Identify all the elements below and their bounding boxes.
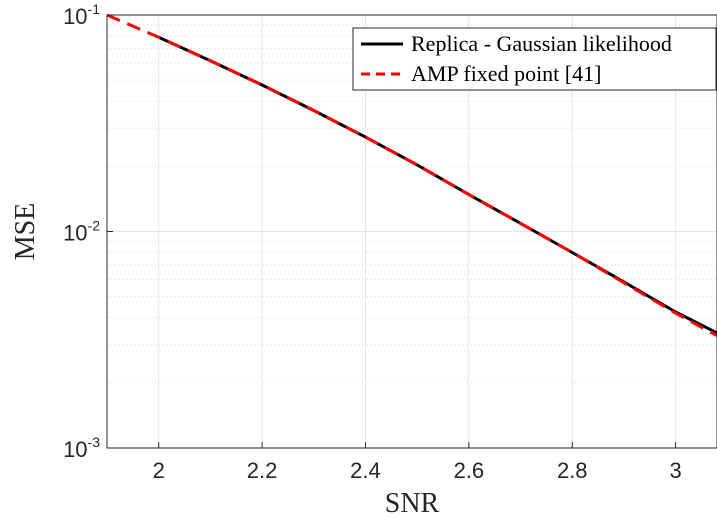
legend-label-amp: AMP fixed point [41]: [411, 61, 601, 86]
series-line-amp: [106, 13, 717, 338]
legend: Replica - Gaussian likelihood AMP fixed …: [352, 27, 717, 91]
x-axis-title: SNR: [385, 488, 440, 518]
series-layer: [106, 13, 717, 338]
x-tick-labels: 2 2.2 2.4 2.6 2.8 3: [153, 442, 682, 483]
y-axis-title: MSE: [10, 203, 41, 261]
legend-box: [352, 27, 717, 91]
y-tick-label: 10-3: [63, 434, 100, 462]
y-tick-labels: 10-1 10-2 10-3: [63, 1, 113, 462]
y-tick-label: 10-2: [63, 218, 100, 246]
x-tick-label: 2.8: [557, 458, 588, 483]
x-tick-label: 2.2: [247, 458, 278, 483]
x-tick-label: 2.4: [350, 458, 381, 483]
x-tick-label: 2: [153, 458, 165, 483]
x-tick-label: 2.6: [454, 458, 485, 483]
x-tick-label: 3: [670, 458, 682, 483]
y-tick-label: 10-1: [63, 1, 100, 29]
legend-label-replica: Replica - Gaussian likelihood: [411, 31, 672, 56]
